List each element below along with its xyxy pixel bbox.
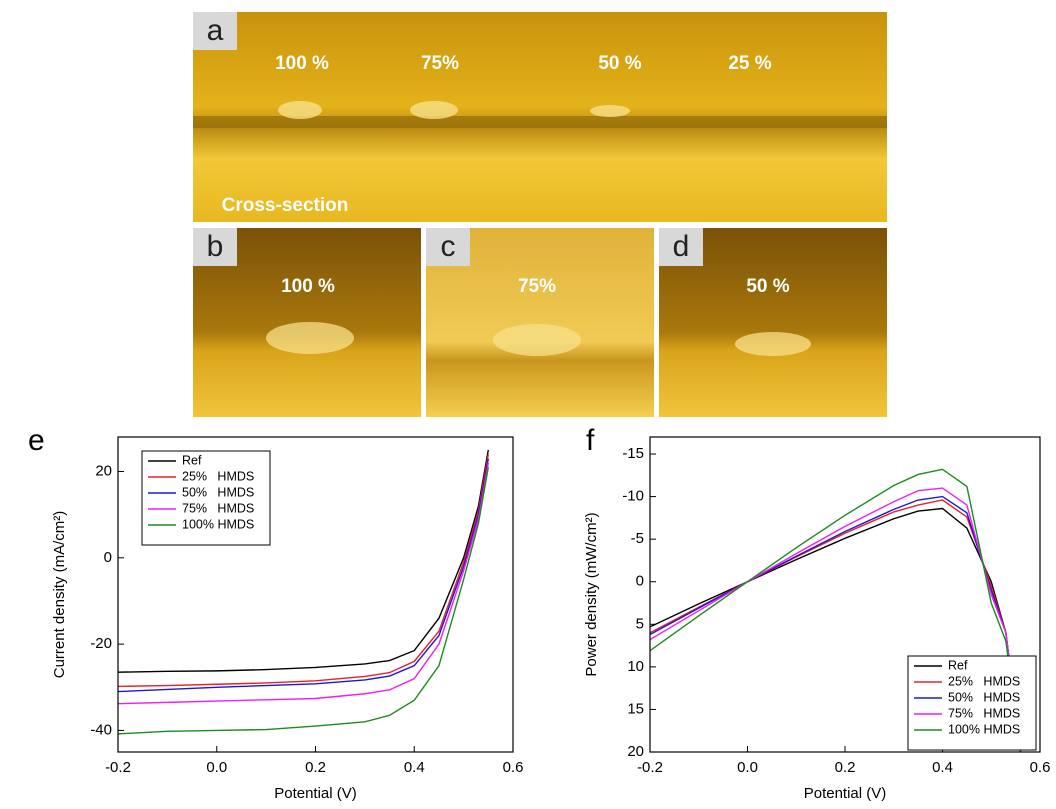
series-line bbox=[118, 467, 489, 735]
droplet bbox=[735, 332, 811, 356]
panel-label: a bbox=[207, 14, 224, 47]
panel-label-box bbox=[426, 228, 470, 266]
x-tick-label: -0.2 bbox=[637, 759, 663, 776]
x-tick-label: 0.0 bbox=[737, 759, 758, 776]
series-line bbox=[118, 458, 489, 693]
plot-frame bbox=[649, 436, 1041, 753]
x-tick-label: 0.4 bbox=[404, 759, 425, 776]
y-tick-label: 5 bbox=[636, 615, 644, 632]
substrate bbox=[193, 116, 887, 128]
y-tick-label: -10 bbox=[622, 488, 644, 505]
y-tick-label: -40 bbox=[90, 721, 112, 738]
panel-label: d bbox=[673, 230, 690, 263]
photo-text: 75% bbox=[518, 276, 556, 297]
legend-label: 75% HMDS bbox=[182, 501, 254, 515]
chart: f -0.2 0.0 0.2 0.4 0.6 -15 -10 -5 0 5 10 15 20 Potenti… bbox=[583, 424, 1050, 802]
x-tick-label: -0.2 bbox=[105, 759, 131, 776]
panel-label-box bbox=[193, 12, 237, 50]
droplet bbox=[278, 101, 322, 119]
legend-label: 25% HMDS bbox=[948, 674, 1020, 688]
legend-label: 75% HMDS bbox=[948, 706, 1020, 720]
legend-label: Ref bbox=[182, 453, 202, 467]
photo-text: 25 % bbox=[728, 53, 771, 74]
x-axis-label: Potential (V) bbox=[804, 785, 887, 802]
panel-label-box bbox=[659, 228, 703, 266]
droplet bbox=[493, 324, 581, 356]
x-tick-label: 0.6 bbox=[503, 759, 524, 776]
droplet bbox=[590, 105, 630, 117]
y-tick-label: -15 bbox=[622, 445, 644, 462]
y-axis-label: Power density (mW/cm²) bbox=[583, 512, 600, 676]
series-line bbox=[650, 468, 1022, 752]
photo-text: 100 % bbox=[281, 276, 335, 297]
panel-label: f bbox=[586, 424, 595, 457]
legend-box bbox=[141, 450, 271, 546]
chart: e -0.2 0.0 0.2 0.4 0.6 -40 -20 0 20 Potential (V) C… bbox=[28, 424, 523, 802]
y-tick-label: 0 bbox=[104, 549, 112, 566]
legend-label: 25% HMDS bbox=[182, 469, 254, 483]
legend-box bbox=[907, 655, 1037, 751]
x-axis-label: Potential (V) bbox=[274, 785, 357, 802]
series-line bbox=[118, 454, 489, 688]
panel-label: c bbox=[441, 230, 456, 263]
series-line bbox=[118, 449, 489, 673]
x-tick-label: 0.6 bbox=[1030, 759, 1051, 776]
x-tick-label: 0.2 bbox=[305, 759, 326, 776]
y-tick-label: 0 bbox=[636, 573, 644, 590]
y-tick-label: -20 bbox=[90, 635, 112, 652]
legend-label: 100% HMDS bbox=[182, 517, 254, 531]
x-tick-label: 0.0 bbox=[206, 759, 227, 776]
legend-label: 100% HMDS bbox=[948, 722, 1020, 736]
droplet bbox=[266, 322, 354, 354]
photo-text: Cross-section bbox=[222, 195, 349, 216]
photo-text: 75% bbox=[421, 53, 459, 74]
photo-text: 100 % bbox=[275, 53, 329, 74]
charts: e -0.2 0.0 0.2 0.4 0.6 -40 -20 0 20 Potential (V) C… bbox=[28, 424, 1050, 802]
legend-label: 50% HMDS bbox=[182, 485, 254, 499]
panel-label-box bbox=[193, 228, 237, 266]
x-tick-label: 0.4 bbox=[932, 759, 953, 776]
y-tick-label: -5 bbox=[631, 530, 644, 547]
legend-label: Ref bbox=[948, 658, 968, 672]
plot-frame bbox=[117, 436, 514, 753]
panel-label: b bbox=[207, 230, 224, 263]
x-tick-label: 0.2 bbox=[835, 759, 856, 776]
photo-text: 50 % bbox=[746, 276, 789, 297]
photo-labels: a 100 % 75% 50 % 25 % Cross-section b 100 % c 75%… bbox=[193, 12, 790, 297]
panel-label: e bbox=[28, 424, 45, 457]
y-tick-label: 10 bbox=[627, 658, 644, 675]
series-line bbox=[118, 462, 489, 705]
photo-panels bbox=[193, 12, 887, 417]
y-axis-label: Current density (mA/cm²) bbox=[51, 511, 68, 679]
droplet bbox=[410, 101, 458, 119]
photo-text: 50 % bbox=[598, 53, 641, 74]
y-tick-label: 15 bbox=[627, 700, 644, 717]
y-tick-label: 20 bbox=[627, 743, 644, 760]
legend-label: 50% HMDS bbox=[948, 690, 1020, 704]
y-tick-label: 20 bbox=[95, 462, 112, 479]
